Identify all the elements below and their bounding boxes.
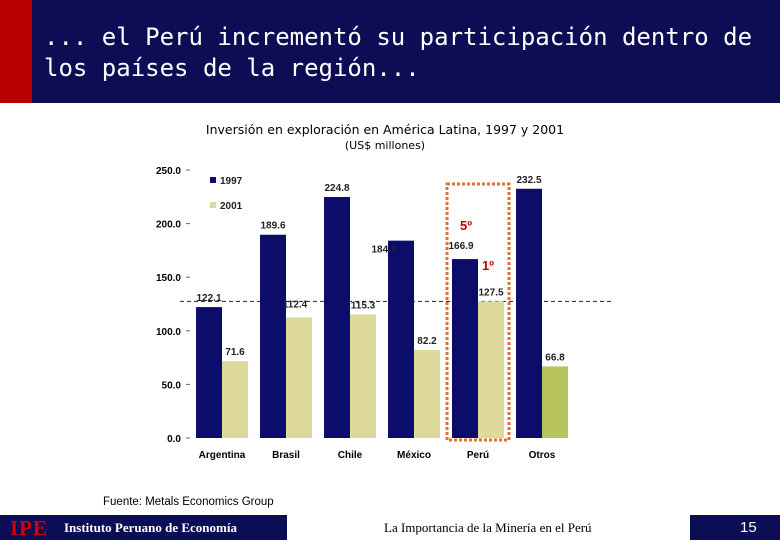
data-label: 71.6: [225, 347, 245, 358]
y-tick-label: 250.0: [156, 166, 181, 177]
bar-1997-Brasil: [260, 234, 286, 438]
bar-2001-Argentina: [222, 361, 248, 438]
data-label: 82.2: [417, 336, 437, 347]
header-accent-stripe: [0, 0, 32, 103]
category-label-México: México: [397, 450, 431, 461]
legend-swatch-2001: [210, 202, 216, 208]
category-label-Otros: Otros: [529, 450, 556, 461]
data-label: 224.8: [324, 183, 349, 194]
y-tick-label: 200.0: [156, 220, 181, 231]
chart-title: Inversión en exploración en América Lati…: [205, 122, 565, 137]
rank-annotation-1997: 5º: [460, 218, 472, 233]
document-title: La Importancia de la Minería en el Perú: [384, 520, 592, 535]
bar-2001-Chile: [350, 314, 376, 438]
y-tick-label: 150.0: [156, 273, 181, 284]
data-label: 189.6: [260, 221, 285, 232]
category-label-Perú: Perú: [467, 450, 489, 461]
category-label-Argentina: Argentina: [199, 450, 246, 461]
rank-annotation-2001: 1º: [482, 258, 494, 273]
bar-2001-Perú: [478, 301, 504, 438]
bar-1997-Otros: [516, 188, 542, 438]
organization-name: Instituto Peruano de Economía: [64, 520, 237, 535]
header-bar: ... el Perú incrementó su participación …: [0, 0, 780, 103]
bar-1997-Chile: [324, 197, 350, 438]
data-label: 127.5: [478, 287, 503, 298]
legend-label-2001: 2001: [220, 201, 243, 212]
source-note: Fuente: Metals Economics Group: [103, 496, 274, 508]
legend-swatch-1997: [210, 177, 216, 183]
bar-1997-Argentina: [196, 307, 222, 438]
data-label: 115.3: [351, 300, 376, 311]
y-tick-label: 100.0: [156, 327, 181, 338]
legend-label-1997: 1997: [220, 176, 243, 187]
bar-1997-México: [388, 240, 414, 438]
ipe-logo: IPE: [10, 516, 49, 540]
data-label: 122.1: [196, 293, 221, 304]
footer-page-band: [690, 515, 780, 540]
category-label-Brasil: Brasil: [272, 450, 300, 461]
y-tick-label: 0.0: [167, 434, 181, 445]
data-label: 184.1: [371, 245, 396, 256]
bar-1997-Perú: [452, 259, 478, 438]
chart-subtitle: (US$ millones): [344, 139, 426, 152]
slide-title: ... el Perú incrementó su participación …: [44, 23, 753, 82]
bar-2001-México: [414, 349, 440, 438]
footer-bar: IPE Instituto Peruano de Economía La Imp…: [0, 515, 780, 540]
category-label-Chile: Chile: [338, 450, 363, 461]
highlight-box-peru: [445, 182, 511, 442]
page-number: 15: [740, 519, 757, 536]
bar-2001-Otros: [542, 366, 568, 438]
y-tick-label: 50.0: [162, 380, 182, 391]
data-label: 232.5: [516, 175, 541, 186]
data-label: 112.4: [283, 300, 308, 311]
data-label: 66.8: [545, 352, 565, 363]
bar-2001-Brasil: [286, 317, 312, 438]
data-label: 166.9: [448, 241, 473, 252]
